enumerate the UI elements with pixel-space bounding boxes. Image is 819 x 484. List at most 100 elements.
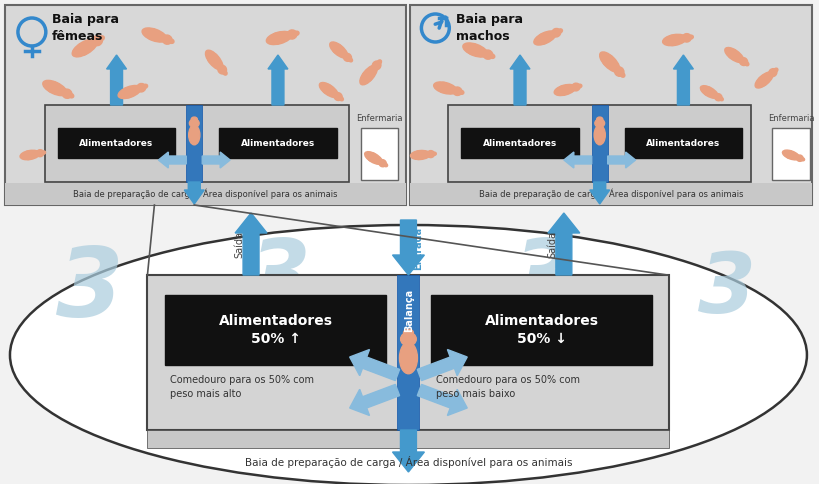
Ellipse shape — [571, 83, 579, 91]
Polygon shape — [607, 152, 635, 168]
Text: Saída: Saída — [233, 231, 244, 258]
Polygon shape — [158, 152, 186, 168]
Text: Alimentadores: Alimentadores — [241, 138, 314, 148]
Polygon shape — [417, 349, 467, 380]
Polygon shape — [349, 349, 399, 380]
Ellipse shape — [26, 157, 30, 160]
Ellipse shape — [377, 60, 381, 64]
Ellipse shape — [348, 58, 352, 62]
Ellipse shape — [439, 90, 444, 92]
Ellipse shape — [400, 333, 416, 346]
Ellipse shape — [169, 39, 174, 44]
Ellipse shape — [208, 58, 211, 63]
Ellipse shape — [62, 89, 72, 98]
Ellipse shape — [416, 157, 420, 159]
Ellipse shape — [699, 86, 717, 98]
Polygon shape — [392, 220, 424, 275]
Ellipse shape — [668, 35, 673, 38]
Ellipse shape — [69, 93, 74, 98]
Bar — [410, 183, 811, 205]
Ellipse shape — [415, 151, 420, 153]
Polygon shape — [563, 152, 591, 168]
Text: Alimentadores
50% ↓: Alimentadores 50% ↓ — [484, 314, 598, 346]
Ellipse shape — [594, 125, 604, 145]
Text: Alimentadores: Alimentadores — [79, 138, 153, 148]
Polygon shape — [268, 55, 287, 105]
Ellipse shape — [739, 58, 747, 65]
Ellipse shape — [360, 65, 377, 85]
Ellipse shape — [10, 225, 806, 484]
Text: Baia para
fêmeas: Baia para fêmeas — [52, 14, 119, 43]
Ellipse shape — [383, 163, 387, 166]
Ellipse shape — [48, 89, 53, 92]
Ellipse shape — [143, 84, 147, 88]
Polygon shape — [417, 384, 467, 415]
Text: 3: 3 — [56, 243, 124, 336]
Ellipse shape — [441, 82, 446, 86]
Ellipse shape — [669, 43, 675, 45]
Ellipse shape — [602, 60, 607, 65]
Ellipse shape — [371, 153, 375, 156]
Ellipse shape — [142, 28, 166, 42]
Ellipse shape — [287, 30, 296, 39]
Ellipse shape — [718, 97, 722, 101]
Bar — [448, 105, 750, 182]
Ellipse shape — [713, 93, 721, 101]
Bar — [57, 128, 175, 158]
Polygon shape — [672, 55, 693, 105]
Text: Alimentadores: Alimentadores — [482, 138, 556, 148]
Bar — [460, 128, 578, 158]
Ellipse shape — [489, 54, 494, 59]
Ellipse shape — [594, 119, 604, 127]
Ellipse shape — [619, 73, 624, 77]
Ellipse shape — [471, 44, 476, 47]
Ellipse shape — [754, 72, 772, 88]
Ellipse shape — [189, 119, 199, 127]
Ellipse shape — [706, 87, 710, 90]
Bar — [397, 275, 419, 430]
Ellipse shape — [433, 82, 456, 94]
Ellipse shape — [339, 97, 343, 101]
Ellipse shape — [43, 80, 66, 96]
Ellipse shape — [293, 31, 299, 35]
Ellipse shape — [147, 36, 153, 40]
Ellipse shape — [403, 329, 413, 336]
Ellipse shape — [326, 84, 331, 88]
Ellipse shape — [662, 34, 686, 45]
Ellipse shape — [124, 88, 129, 91]
Bar — [431, 295, 651, 365]
Text: Baia de preparação de carga / Área disponível para os animais: Baia de preparação de carga / Área dispo… — [74, 189, 337, 199]
Bar — [5, 5, 406, 205]
Ellipse shape — [596, 117, 602, 121]
Text: Enfermaria: Enfermaria — [356, 114, 402, 123]
Ellipse shape — [206, 50, 223, 70]
Ellipse shape — [72, 39, 97, 57]
Polygon shape — [349, 384, 399, 415]
Ellipse shape — [787, 151, 791, 153]
Polygon shape — [547, 213, 579, 275]
Ellipse shape — [343, 53, 351, 61]
Ellipse shape — [118, 86, 141, 99]
Polygon shape — [202, 152, 230, 168]
Ellipse shape — [191, 117, 197, 121]
Ellipse shape — [337, 44, 341, 48]
Ellipse shape — [333, 49, 337, 53]
Bar — [360, 128, 398, 180]
Ellipse shape — [533, 31, 555, 45]
Ellipse shape — [218, 65, 226, 74]
Ellipse shape — [731, 49, 735, 53]
Ellipse shape — [362, 72, 366, 77]
Ellipse shape — [613, 67, 623, 76]
Ellipse shape — [577, 84, 581, 88]
Ellipse shape — [323, 90, 327, 93]
Bar — [219, 128, 337, 158]
Ellipse shape — [81, 51, 87, 55]
Ellipse shape — [773, 68, 777, 72]
Text: 3: 3 — [511, 236, 573, 324]
Text: Baia para
machos: Baia para machos — [455, 14, 523, 43]
Text: Comedouro para os 50% com
peso mais baixo: Comedouro para os 50% com peso mais baix… — [436, 375, 580, 399]
Ellipse shape — [99, 36, 104, 41]
Bar — [147, 430, 668, 448]
Ellipse shape — [541, 41, 546, 44]
Ellipse shape — [20, 150, 39, 160]
